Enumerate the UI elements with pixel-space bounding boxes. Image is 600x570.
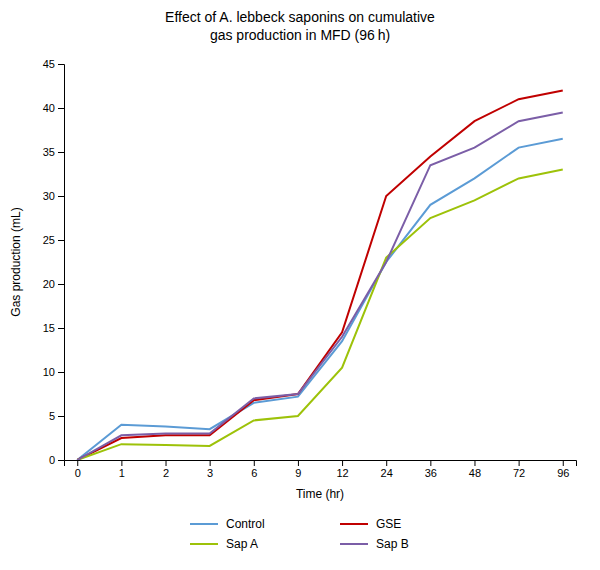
y-axis: 0 5 10 15 20 25 30 35 40 45 <box>43 58 65 466</box>
tick-mark <box>298 460 299 466</box>
legend-swatch <box>190 543 218 545</box>
tick-mark <box>386 460 387 466</box>
x-tick: 96 <box>557 460 569 479</box>
y-axis-title: Gas production (mL) <box>9 207 23 316</box>
legend: Control GSE Sap A Sap B <box>190 517 409 551</box>
tick-label: 45 <box>43 58 55 70</box>
tick-mark <box>474 460 475 466</box>
axis-line <box>58 65 65 461</box>
x-tick: 24 <box>381 460 393 479</box>
series-line <box>77 139 563 460</box>
x-tick: 36 <box>425 460 437 479</box>
legend-label: Control <box>226 517 265 531</box>
tick-label: 1 <box>119 467 125 479</box>
tick-label: 0 <box>75 467 81 479</box>
tick-label: 20 <box>43 278 55 290</box>
legend-item: GSE <box>340 517 401 531</box>
y-tick: 0 <box>49 454 64 466</box>
title-line: Effect of A. lebbeck saponins on cumulat… <box>165 9 435 25</box>
x-tick: 12 <box>336 460 348 479</box>
title: Effect of A. lebbeck saponins on cumulat… <box>165 9 435 43</box>
tick-mark <box>58 328 64 329</box>
tick-label: 15 <box>43 322 55 334</box>
legend-swatch <box>190 523 218 525</box>
x-tick: 48 <box>469 460 481 479</box>
y-tick: 20 <box>43 278 64 290</box>
tick-label: 48 <box>469 467 481 479</box>
chart: Effect of A. lebbeck saponins on cumulat… <box>0 0 600 570</box>
tick-mark <box>58 372 64 373</box>
tick-mark <box>77 460 78 466</box>
tick-label: 25 <box>43 234 55 246</box>
y-tick: 35 <box>43 146 64 158</box>
series-line <box>77 170 563 460</box>
lines <box>77 90 563 460</box>
tick-mark <box>166 460 167 466</box>
x-tick: 3 <box>207 460 213 479</box>
y-tick: 40 <box>43 102 64 114</box>
tick-label: 0 <box>49 454 55 466</box>
x-tick: 1 <box>119 460 125 479</box>
tick-label: 35 <box>43 146 55 158</box>
tick-mark <box>121 460 122 466</box>
tick-mark <box>58 240 64 241</box>
tick-mark <box>563 460 564 466</box>
legend-item: Control <box>190 517 265 531</box>
tick-label: 30 <box>43 190 55 202</box>
tick-label: 2 <box>163 467 169 479</box>
axis-line <box>65 461 577 467</box>
tick-mark <box>519 460 520 466</box>
title-line: gas production in MFD (96 h) <box>210 27 390 43</box>
legend-swatch <box>340 523 368 525</box>
series-line <box>77 90 563 460</box>
tick-mark <box>58 284 64 285</box>
tick-label: 12 <box>336 467 348 479</box>
series-line <box>77 112 563 460</box>
y-tick: 10 <box>43 366 64 378</box>
legend-label: Sap B <box>376 537 409 551</box>
y-tick: 5 <box>49 410 64 422</box>
tick-mark <box>58 416 64 417</box>
tick-mark <box>58 108 64 109</box>
tick-label: 9 <box>295 467 301 479</box>
legend-item: Sap A <box>190 537 258 551</box>
y-tick: 25 <box>43 234 64 246</box>
x-tick: 6 <box>251 460 257 479</box>
tick-mark <box>58 196 64 197</box>
tick-label: 3 <box>207 467 213 479</box>
x-tick: 2 <box>163 460 169 479</box>
y-tick: 15 <box>43 322 64 334</box>
plot: 012369122436487296051015202530354045Time… <box>9 58 577 551</box>
tick-label: 5 <box>49 410 55 422</box>
x-tick: 0 <box>75 460 81 479</box>
legend-item: Sap B <box>340 537 409 551</box>
x-tick: 9 <box>295 460 301 479</box>
tick-mark <box>254 460 255 466</box>
y-tick: 45 <box>43 58 64 70</box>
tick-label: 10 <box>43 366 55 378</box>
tick-label: 72 <box>513 467 525 479</box>
tick-label: 6 <box>251 467 257 479</box>
tick-label: 40 <box>43 102 55 114</box>
tick-mark <box>342 460 343 466</box>
tick-mark <box>210 460 211 466</box>
tick-label: 24 <box>381 467 393 479</box>
tick-mark <box>430 460 431 466</box>
x-axis: 012369122436487296 <box>65 460 577 479</box>
tick-label: 36 <box>425 467 437 479</box>
y-tick: 30 <box>43 190 64 202</box>
legend-label: GSE <box>376 517 401 531</box>
legend-swatch <box>340 543 368 545</box>
tick-mark <box>58 460 64 461</box>
tick-mark <box>58 64 64 65</box>
chart-container: Effect of A. lebbeck saponins on cumulat… <box>0 0 600 570</box>
x-tick: 72 <box>513 460 525 479</box>
legend-label: Sap A <box>226 537 258 551</box>
tick-label: 96 <box>557 467 569 479</box>
x-axis-title: Time (hr) <box>296 487 344 501</box>
tick-mark <box>58 152 64 153</box>
